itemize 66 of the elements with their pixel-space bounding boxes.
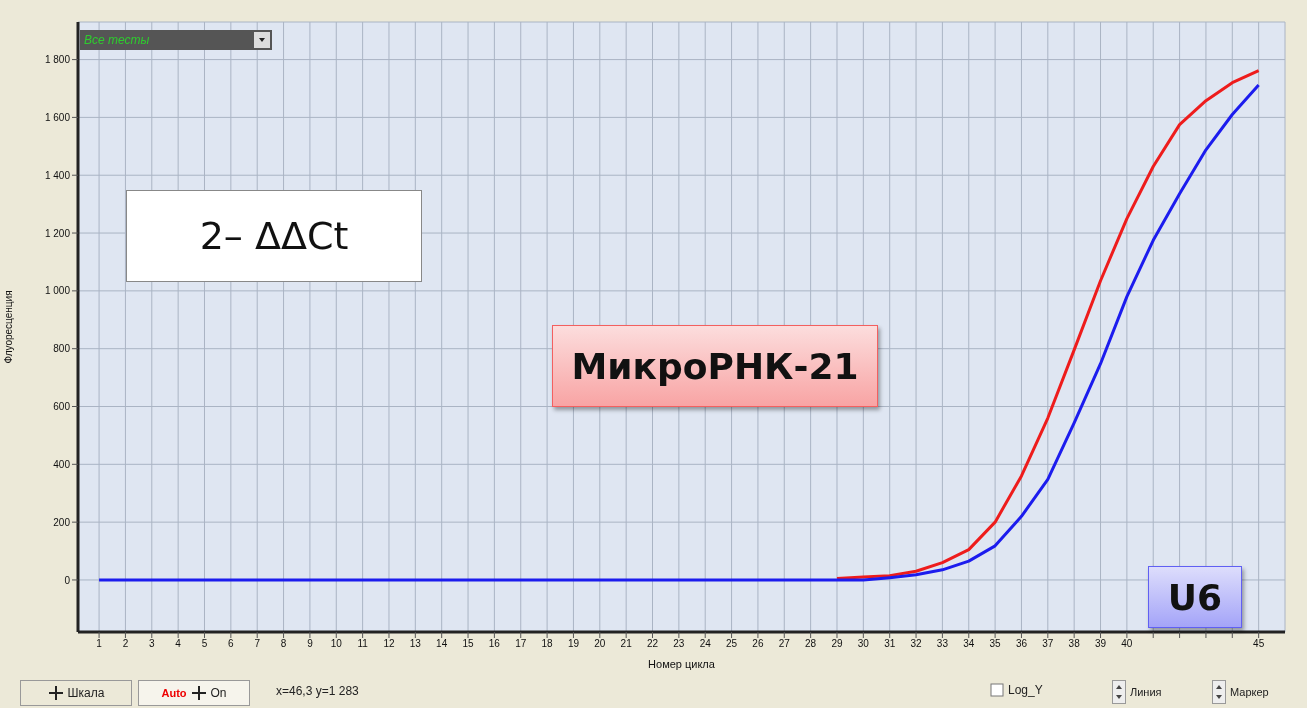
- x-tick-label: 36: [1015, 638, 1028, 650]
- text: Auto: [161, 687, 187, 699]
- x-tick-label: 19: [567, 638, 580, 650]
- x-tick-label: 24: [699, 638, 712, 650]
- y-tick-label: 1 000: [44, 285, 71, 297]
- x-tick-label: 39: [1094, 638, 1107, 650]
- x-tick-label: 1: [96, 638, 103, 650]
- text-box: 2– ΔΔCt: [126, 190, 422, 282]
- y-tick-label: 1 800: [44, 54, 71, 66]
- x-tick-label: 3: [149, 638, 156, 650]
- x-tick-label: 7: [254, 638, 261, 650]
- y-axis-title: Флуоресценция: [2, 290, 14, 364]
- x-tick-label: 20: [594, 638, 606, 650]
- text: Линия: [1130, 686, 1162, 698]
- x-tick-label: 16: [488, 638, 501, 650]
- y-tick-label: 200: [53, 516, 71, 528]
- y-tick-label: 0: [64, 574, 71, 586]
- x-axis-title: Номер цикла: [648, 658, 716, 670]
- x-tick-label: 32: [910, 638, 923, 650]
- text: On: [210, 686, 227, 700]
- annotation: Все тесты: [83, 33, 151, 47]
- x-tick-label: 9: [307, 638, 314, 650]
- x-tick-label: 26: [752, 638, 764, 650]
- text-box: U6: [1148, 566, 1242, 628]
- x-tick-label: 15: [462, 638, 475, 650]
- x-tick-label: 27: [778, 638, 791, 650]
- x-tick-label: 45: [1253, 638, 1265, 650]
- x-tick-label: 12: [383, 638, 395, 650]
- text: Маркер: [1230, 686, 1269, 698]
- x-tick-label: 28: [805, 638, 817, 650]
- y-tick-label: 1 600: [44, 111, 71, 123]
- x-tick-label: 14: [436, 638, 448, 650]
- x-tick-label: 25: [726, 638, 738, 650]
- x-tick-label: 8: [280, 638, 287, 650]
- x-tick-label: 5: [201, 638, 208, 650]
- text-box: МикроРНК-21: [552, 325, 878, 407]
- y-tick-label: 600: [53, 401, 71, 413]
- y-tick-label: 800: [53, 343, 71, 355]
- x-tick-label: 34: [963, 638, 975, 650]
- text: x=46,3 y=1 283: [276, 684, 359, 698]
- x-tick-label: 40: [1121, 638, 1133, 650]
- y-tick-label: 1 200: [44, 227, 71, 239]
- x-tick-label: 11: [357, 638, 369, 650]
- x-tick-label: 18: [541, 638, 554, 650]
- x-tick-label: 29: [831, 638, 843, 650]
- x-tick-label: 35: [989, 638, 1002, 650]
- x-tick-label: 37: [1042, 638, 1054, 650]
- x-tick-label: 10: [330, 638, 343, 650]
- dropdown-field: Все тесты: [80, 30, 272, 50]
- x-tick-label: 13: [409, 638, 422, 650]
- x-tick-label: 23: [673, 638, 685, 650]
- x-tick-label: 38: [1068, 638, 1081, 650]
- y-tick-label: 400: [53, 458, 71, 470]
- x-tick-label: 33: [936, 638, 949, 650]
- y-tick-label: 1 400: [44, 169, 71, 181]
- text: Шкала: [67, 686, 105, 700]
- x-tick-label: 6: [228, 638, 235, 650]
- x-tick-label: 4: [175, 638, 182, 650]
- x-tick-label: 17: [515, 638, 527, 650]
- text: Log_Y: [1008, 683, 1043, 697]
- x-tick-label: 2: [122, 638, 129, 650]
- line-series: [97, 83, 1261, 582]
- x-tick-label: 31: [884, 638, 896, 650]
- x-tick-label: 21: [620, 638, 633, 650]
- x-tick-label: 30: [857, 638, 870, 650]
- x-tick-label: 22: [646, 638, 659, 650]
